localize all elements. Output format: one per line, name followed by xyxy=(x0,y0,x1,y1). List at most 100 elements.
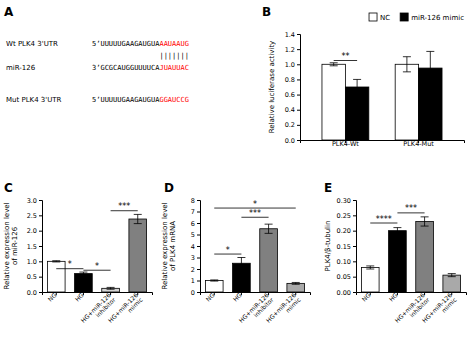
text-line: of PLK4 mRNA xyxy=(169,221,177,271)
x-tick-label: HG+miR-126mimic xyxy=(420,291,457,328)
y-tick: 1.4 xyxy=(285,31,300,39)
legend-label: NC xyxy=(380,14,390,22)
x-tick: HG xyxy=(231,291,243,303)
panel-title: B xyxy=(262,5,271,19)
y-axis-line xyxy=(353,201,357,293)
sequence: 3’GCGCAUGGUUUUCA xyxy=(92,64,160,72)
y-tick: 0.0 xyxy=(27,289,42,297)
y-axis-line xyxy=(297,35,301,141)
text-line: mimic xyxy=(440,296,458,314)
panel-title: C xyxy=(4,181,13,195)
bar xyxy=(395,64,418,140)
bar xyxy=(416,221,434,292)
significance-label: * xyxy=(226,246,230,255)
y-tick: 1.2 xyxy=(285,46,300,54)
text-line: NG xyxy=(360,291,372,303)
x-tick-label: PLK4-Wt xyxy=(332,140,359,148)
y-tick: 3.0 xyxy=(27,197,42,205)
error-bar xyxy=(353,79,361,94)
bar xyxy=(443,275,461,292)
y-tick-mark xyxy=(297,34,300,35)
error-bar xyxy=(52,261,60,262)
error-bar xyxy=(426,51,434,84)
y-tick-mark xyxy=(297,79,300,80)
error-bar xyxy=(237,258,245,270)
y-tick-label: 5 xyxy=(191,231,195,239)
error-bar xyxy=(107,287,115,289)
y-tick-mark xyxy=(353,231,356,232)
y-tick-mark xyxy=(297,49,300,50)
error-bar xyxy=(393,228,401,234)
y-tick-label: 0.2 xyxy=(285,121,295,129)
y-tick: 0.00 xyxy=(337,289,356,297)
text-line: HG xyxy=(231,291,243,303)
error-cap xyxy=(237,257,245,258)
error-cap xyxy=(265,224,273,225)
y-tick-label: 0.00 xyxy=(337,289,351,297)
x-tick: PLK4-Mut xyxy=(403,140,434,148)
y-tick: 2.0 xyxy=(27,227,42,235)
y-tick: 6 xyxy=(191,220,200,228)
y-axis: 0.00.51.01.52.02.53.0 xyxy=(27,197,43,297)
legend: NC miR-126 mimic xyxy=(369,13,464,22)
y-tick: 0.2 xyxy=(285,121,300,129)
x-tick-label: HG xyxy=(387,291,399,303)
legend-label: miR-126 mimic xyxy=(411,14,464,22)
figure: AWt PLK4 3'UTR5’UUUUUGAAGAUGUAAAUAAUG|||… xyxy=(0,0,474,350)
error-stem xyxy=(397,228,398,234)
error-stem xyxy=(83,272,84,275)
error-cap xyxy=(292,282,300,283)
error-bar xyxy=(210,280,218,281)
y-axis-title: PLK4/β-tubulin xyxy=(324,221,332,272)
y-tick-mark xyxy=(353,292,356,293)
text-line: NG xyxy=(46,291,58,303)
error-bar xyxy=(403,57,411,72)
error-cap xyxy=(79,275,87,276)
y-tick-label: 1 xyxy=(191,277,195,285)
x-axis: NGHGHG+miR-126inhibitorHG+miR-126mimic xyxy=(201,291,311,329)
text-line: PLK4/β-tubulin xyxy=(324,221,332,272)
y-tick-mark xyxy=(353,215,356,216)
y-tick-label: 1.2 xyxy=(285,46,295,54)
y-tick-label: 0.20 xyxy=(337,227,351,235)
error-stem xyxy=(241,258,242,270)
significance-label: **** xyxy=(376,215,392,224)
error-cap xyxy=(134,214,142,215)
pairing: ||||||| xyxy=(159,52,189,60)
error-cap xyxy=(52,261,60,262)
y-tick: 7 xyxy=(191,208,200,216)
error-cap xyxy=(448,273,456,274)
x-tick-label: NG xyxy=(204,291,216,303)
y-tick-mark xyxy=(297,64,300,65)
error-bar xyxy=(265,224,273,233)
bar xyxy=(287,283,305,292)
y-tick-label: 0.8 xyxy=(285,76,295,84)
plot-marks xyxy=(361,217,460,292)
y-axis: 0.000.050.100.150.200.250.30 xyxy=(337,197,357,297)
error-stem xyxy=(268,224,269,233)
error-cap xyxy=(426,84,434,85)
significance-label: *** xyxy=(405,204,417,213)
plot-marks xyxy=(205,224,304,292)
text-line: PLK4-Mut xyxy=(403,140,434,148)
y-tick-mark xyxy=(197,235,200,236)
sequence: 5’UUUUUGAAGAUGUA xyxy=(92,96,160,104)
y-tick-mark xyxy=(39,215,42,216)
error-cap xyxy=(366,269,374,270)
y-tick-label: 0.0 xyxy=(27,289,37,297)
text-line: HG xyxy=(73,291,85,303)
y-tick-mark xyxy=(197,269,200,270)
error-cap xyxy=(265,233,273,234)
y-tick: 0.15 xyxy=(337,243,356,251)
error-stem xyxy=(333,63,334,66)
error-cap xyxy=(353,94,361,95)
row-label: Mut PLK4 3'UTR xyxy=(6,96,62,104)
y-tick-label: 7 xyxy=(191,208,195,216)
panel-bar: 0.00.20.40.60.81.01.21.4PLK4-WtPLK4-MutR… xyxy=(262,5,465,148)
row-label: Wt PLK4 3'UTR xyxy=(6,40,58,48)
error-cap xyxy=(52,260,60,261)
y-tick-mark xyxy=(39,261,42,262)
error-cap xyxy=(134,223,142,224)
binding-site: JUAUUAC xyxy=(159,64,189,72)
y-tick: 0.10 xyxy=(337,258,356,266)
